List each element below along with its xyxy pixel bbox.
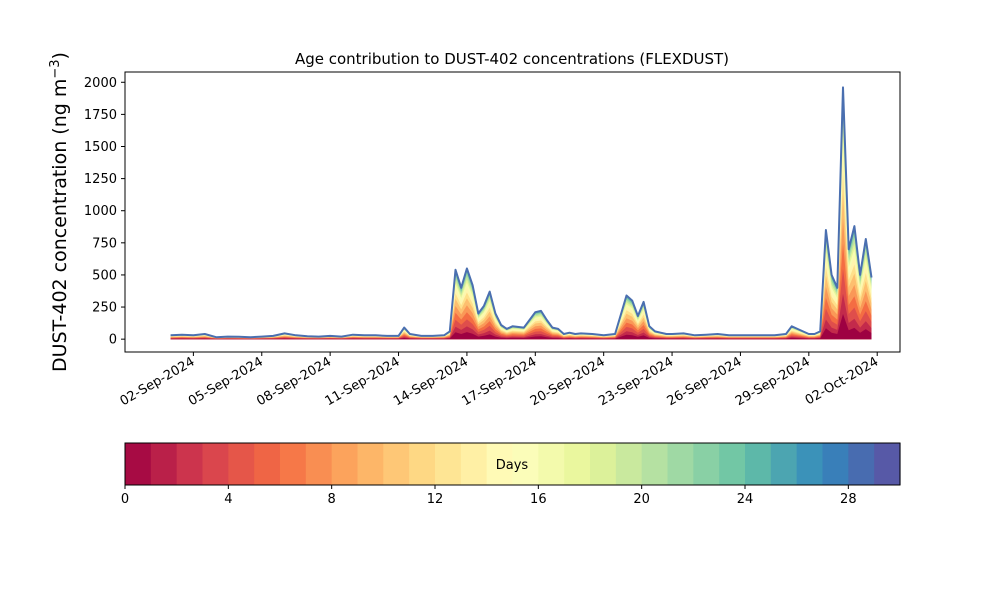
colorbar-frame bbox=[124, 442, 901, 486]
x-tick-label: 17-Sep-2024 bbox=[459, 354, 539, 409]
y-axis: 0 250 500 750 1000 1250 1500 1750 2000 bbox=[84, 76, 125, 348]
x-axis: 02-Sep-202405-Sep-202408-Sep-202411-Sep-… bbox=[118, 352, 881, 409]
colorbar-tick-label: 24 bbox=[737, 492, 754, 507]
colorbar-band bbox=[719, 443, 746, 485]
colorbar-band bbox=[125, 443, 152, 485]
x-tick-label: 08-Sep-2024 bbox=[254, 354, 334, 409]
colorbar-tick-label: 20 bbox=[633, 492, 650, 507]
x-tick-label: 20-Sep-2024 bbox=[528, 354, 608, 409]
colorbar-band bbox=[176, 443, 204, 485]
age-band-10-days bbox=[170, 193, 872, 340]
colorbar-tick-label: 28 bbox=[840, 492, 857, 507]
age-band-18-days bbox=[170, 125, 872, 340]
colorbar-band bbox=[770, 443, 798, 485]
y-tick-label: 0 bbox=[109, 333, 117, 348]
colorbar-band bbox=[228, 443, 255, 485]
y-tick-label: 2000 bbox=[84, 76, 117, 91]
colorbar-tick-label: 8 bbox=[328, 492, 336, 507]
colorbar-band bbox=[667, 443, 694, 485]
colorbar-tick-label: 16 bbox=[530, 492, 547, 507]
colorbar-band bbox=[280, 443, 307, 485]
chart-title: Age contribution to DUST-402 concentrati… bbox=[295, 50, 729, 68]
colorbar-label: Days bbox=[496, 458, 529, 473]
age-band-8-days bbox=[170, 218, 872, 340]
age-band-24-days bbox=[170, 95, 872, 340]
colorbar-band bbox=[486, 443, 514, 485]
age-band-6-days bbox=[170, 243, 872, 340]
x-tick-label: 11-Sep-2024 bbox=[323, 354, 403, 409]
colorbar-band bbox=[435, 443, 462, 485]
colorbar-band bbox=[564, 443, 591, 485]
colorbar-band bbox=[305, 443, 333, 485]
plot-frame bbox=[124, 71, 901, 353]
x-tick-label: 14-Sep-2024 bbox=[391, 354, 471, 409]
age-band-14-days bbox=[170, 152, 872, 340]
x-tick-label: 05-Sep-2024 bbox=[186, 354, 266, 409]
y-tick-label: 1750 bbox=[84, 108, 117, 123]
x-tick-label: 26-Sep-2024 bbox=[665, 354, 745, 409]
colorbar-tick-label: 12 bbox=[427, 492, 444, 507]
colorbar-band bbox=[254, 443, 281, 485]
colorbar-band bbox=[848, 443, 875, 485]
x-tick-label: 02-Oct-2024 bbox=[803, 354, 881, 408]
colorbar-band bbox=[202, 443, 229, 485]
colorbar-band bbox=[822, 443, 849, 485]
x-tick-label: 02-Sep-2024 bbox=[118, 354, 198, 409]
colorbar-band bbox=[150, 443, 178, 485]
colorbar-band bbox=[331, 443, 359, 485]
colorbar-band bbox=[357, 443, 384, 485]
colorbar-band bbox=[512, 443, 539, 485]
total-concentration-line bbox=[170, 86, 873, 339]
y-tick-label: 1250 bbox=[84, 172, 117, 187]
colorbar-band bbox=[409, 443, 436, 485]
y-tick-label: 500 bbox=[92, 268, 117, 283]
age-colorbar bbox=[125, 443, 901, 485]
y-axis-label: DUST-402 concentration (ng m−3) bbox=[48, 52, 71, 372]
colorbar-tick-label: 0 bbox=[121, 492, 129, 507]
x-tick-label: 23-Sep-2024 bbox=[596, 354, 676, 409]
y-tick-label: 750 bbox=[92, 236, 117, 251]
age-band-26-days bbox=[170, 87, 872, 340]
colorbar-band bbox=[641, 443, 669, 485]
colorbar-band bbox=[615, 443, 643, 485]
colorbar-tick-label: 4 bbox=[224, 492, 232, 507]
colorbar-band bbox=[590, 443, 617, 485]
colorbar-band bbox=[693, 443, 720, 485]
y-tick-label: 1000 bbox=[84, 204, 117, 219]
total-concentration-line-group bbox=[170, 86, 873, 339]
x-tick-label: 29-Sep-2024 bbox=[733, 354, 813, 409]
colorbar-band bbox=[796, 443, 824, 485]
colorbar-band bbox=[538, 443, 565, 485]
age-band-16-days bbox=[170, 137, 872, 340]
y-tick-label: 1500 bbox=[84, 140, 117, 155]
colorbar-band bbox=[745, 443, 772, 485]
colorbar-band bbox=[460, 443, 488, 485]
age-band-22-days bbox=[170, 102, 872, 340]
age-contribution-bands bbox=[170, 87, 872, 340]
age-band-12-days bbox=[170, 173, 872, 340]
y-tick-label: 250 bbox=[92, 301, 117, 316]
age-band-20-days bbox=[170, 112, 872, 340]
colorbar-ticks: 0 4 8 12 16 20 24 28 bbox=[121, 485, 857, 507]
colorbar-band bbox=[874, 443, 901, 485]
colorbar-band bbox=[383, 443, 410, 485]
